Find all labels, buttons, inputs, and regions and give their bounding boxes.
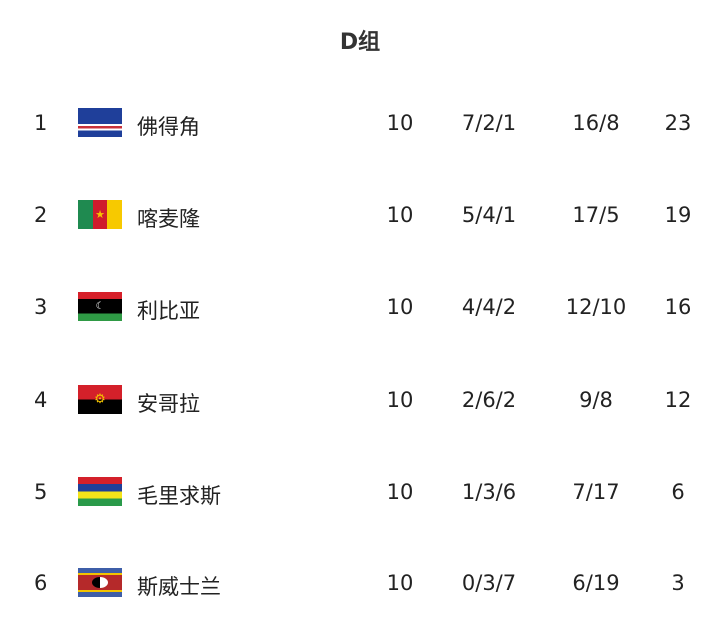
- goals: 9/8: [579, 388, 613, 412]
- team-name: 喀麦隆: [137, 207, 200, 231]
- table-row: 2 ★ 喀麦隆 10 5/4/1 17/5 19: [0, 195, 720, 235]
- flag-angola-icon: ⚙: [78, 385, 122, 414]
- played: 10: [386, 480, 414, 504]
- points: 23: [664, 111, 692, 135]
- played: 10: [386, 111, 414, 135]
- rank: 6: [34, 571, 48, 595]
- points: 6: [671, 480, 685, 504]
- points: 16: [664, 295, 692, 319]
- played: 10: [386, 295, 414, 319]
- points: 19: [664, 203, 692, 227]
- flag-cape-verde-icon: [78, 108, 122, 137]
- played: 10: [386, 203, 414, 227]
- win-draw-loss: 4/4/2: [461, 295, 517, 319]
- goals: 17/5: [572, 203, 620, 227]
- team-name: 安哥拉: [137, 392, 200, 416]
- win-draw-loss: 1/3/6: [461, 480, 517, 504]
- rank: 1: [34, 111, 48, 135]
- table-row: 5 毛里求斯 10 1/3/6 7/17 6: [0, 472, 720, 512]
- team-name: 斯威士兰: [137, 575, 221, 599]
- points: 3: [671, 571, 685, 595]
- table-row: 6 斯威士兰 10 0/3/7 6/19 3: [0, 563, 720, 603]
- played: 10: [386, 571, 414, 595]
- goals: 6/19: [572, 571, 620, 595]
- win-draw-loss: 7/2/1: [461, 111, 517, 135]
- flag-libya-icon: ☾: [78, 292, 122, 321]
- flag-cameroon-icon: ★: [78, 200, 122, 229]
- win-draw-loss: 5/4/1: [461, 203, 517, 227]
- points: 12: [664, 388, 692, 412]
- played: 10: [386, 388, 414, 412]
- goals: 16/8: [572, 111, 620, 135]
- team-name: 毛里求斯: [137, 484, 221, 508]
- team-name: 佛得角: [137, 115, 200, 139]
- rank: 5: [34, 480, 48, 504]
- rank: 3: [34, 295, 48, 319]
- rank: 2: [34, 203, 48, 227]
- flag-eswatini-icon: [78, 568, 122, 597]
- win-draw-loss: 2/6/2: [461, 388, 517, 412]
- goals: 12/10: [565, 295, 627, 319]
- flag-mauritius-icon: [78, 477, 122, 506]
- group-title: D组: [339, 30, 381, 55]
- table-row: 4 ⚙ 安哥拉 10 2/6/2 9/8 12: [0, 380, 720, 420]
- team-name: 利比亚: [137, 299, 200, 323]
- table-row: 3 ☾ 利比亚 10 4/4/2 12/10 16: [0, 287, 720, 327]
- win-draw-loss: 0/3/7: [461, 571, 517, 595]
- table-row: 1 佛得角 10 7/2/1 16/8 23: [0, 103, 720, 143]
- goals: 7/17: [572, 480, 620, 504]
- rank: 4: [34, 388, 48, 412]
